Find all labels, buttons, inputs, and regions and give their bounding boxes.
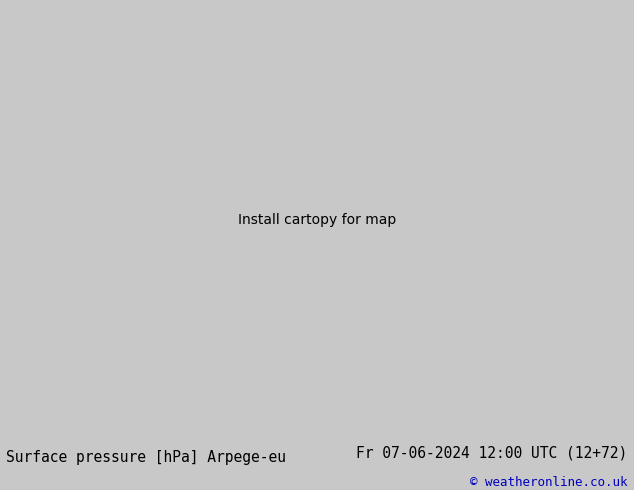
Text: © weatheronline.co.uk: © weatheronline.co.uk [470,476,628,489]
Text: Surface pressure [hPa] Arpege-eu: Surface pressure [hPa] Arpege-eu [6,450,287,465]
Text: Fr 07-06-2024 12:00 UTC (12+72): Fr 07-06-2024 12:00 UTC (12+72) [356,445,628,460]
Text: Install cartopy for map: Install cartopy for map [238,213,396,227]
